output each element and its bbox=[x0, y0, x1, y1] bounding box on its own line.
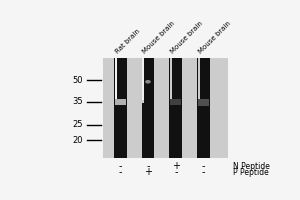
Circle shape bbox=[145, 80, 151, 84]
Text: Rat brain: Rat brain bbox=[114, 28, 141, 55]
Text: Mouse brain: Mouse brain bbox=[141, 20, 176, 55]
Bar bbox=[142, 58, 144, 103]
Text: 20: 20 bbox=[72, 136, 83, 145]
Bar bbox=[198, 99, 209, 106]
Text: Mouse brain: Mouse brain bbox=[169, 20, 204, 55]
Text: N Peptide: N Peptide bbox=[233, 162, 270, 171]
Text: P Peptide: P Peptide bbox=[233, 168, 268, 177]
Bar bbox=[114, 58, 127, 158]
Text: -: - bbox=[202, 161, 206, 171]
Text: -: - bbox=[174, 167, 178, 177]
Bar bbox=[169, 58, 182, 158]
Text: +: + bbox=[172, 161, 180, 171]
Bar bbox=[115, 58, 117, 100]
Text: -: - bbox=[119, 161, 122, 171]
Bar bbox=[170, 58, 172, 103]
Text: +: + bbox=[144, 167, 152, 177]
Bar bbox=[115, 99, 126, 105]
Bar bbox=[170, 99, 182, 105]
Text: Mouse brain: Mouse brain bbox=[197, 20, 232, 55]
Text: -: - bbox=[202, 167, 206, 177]
Bar bbox=[197, 58, 210, 158]
Bar bbox=[142, 58, 144, 100]
Bar bbox=[142, 58, 154, 158]
Text: -: - bbox=[119, 167, 122, 177]
Text: 25: 25 bbox=[72, 120, 83, 129]
Text: -: - bbox=[146, 161, 150, 171]
Text: 50: 50 bbox=[72, 76, 83, 85]
Bar bbox=[115, 58, 117, 103]
Bar bbox=[103, 58, 228, 158]
Text: 35: 35 bbox=[72, 97, 83, 106]
Bar bbox=[198, 58, 200, 103]
